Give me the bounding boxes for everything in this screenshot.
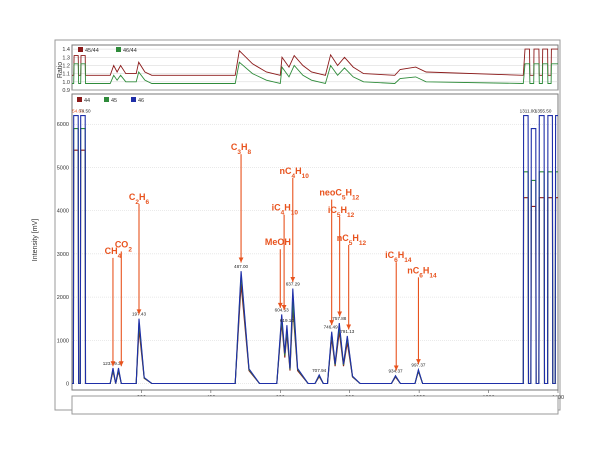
intensity-legend: 44 45 46: [77, 97, 144, 104]
ratio-legend-swatch: [78, 47, 83, 52]
compound-label: C2H6: [129, 192, 150, 206]
intensity-y-tick-label: 1000: [57, 338, 69, 344]
intensity-y-tick-label: 0: [66, 382, 69, 388]
peak-data-label: 707.94: [312, 368, 326, 373]
intensity-y-tick-label: 5000: [57, 165, 69, 171]
intensity-y-tick-label: 3000: [57, 252, 69, 258]
annotation-arrow-head: [337, 311, 343, 317]
annotation-arrow-head: [277, 302, 283, 308]
ratio-y-tick-label: 0.9: [62, 88, 70, 94]
intensity-y-tick-label: 2000: [57, 295, 69, 301]
compound-label: iC6H14: [385, 250, 412, 264]
peak-data-label: 604.53: [275, 307, 289, 312]
compound-annotation: iC6H14: [385, 250, 412, 371]
intensity-legend-swatch: [104, 97, 109, 102]
compound-annotation: MeOH: [265, 237, 291, 308]
ratio-y-tick-label: 1.0: [62, 80, 70, 86]
ratio-panel: Ratio 1.4 1.3 1.2 1.1 1.0 0.9 45/44 46/44: [57, 44, 559, 94]
ratio-y-ticks: 1.4 1.3 1.2 1.1 1.0 0.9: [62, 47, 558, 94]
annotation-arrow-head: [118, 361, 124, 367]
ratio-legend-swatch: [116, 47, 121, 52]
peak-data-label: 487.00: [234, 264, 248, 269]
annotation-arrow-head: [416, 359, 421, 365]
ratio-y-tick-label: 1.4: [62, 47, 70, 53]
compound-label: CO2: [115, 239, 132, 253]
compound-label: CH4: [105, 246, 122, 260]
ratio-series-group: [72, 48, 558, 85]
compound-label: iC4H10: [272, 203, 299, 217]
ratio-legend-label: 46/44: [123, 48, 137, 54]
annotation-arrow-head: [238, 257, 244, 263]
peak-data-label: 746.49: [324, 325, 338, 330]
annotation-arrow-head: [281, 305, 287, 311]
intensity-legend-label: 44: [84, 98, 90, 104]
compound-annotation: nC6H14: [407, 265, 437, 365]
intensity-series-line: [72, 115, 558, 385]
ratio-axis-label: Ratio: [57, 62, 64, 78]
ratio-y-tick-label: 1.2: [62, 63, 70, 69]
compound-annotation: iC4H10: [272, 203, 299, 311]
compound-annotation: neoC5H12: [319, 188, 360, 326]
intensity-legend-label: 45: [111, 98, 117, 104]
compound-annotation: C3H8: [231, 142, 252, 263]
annotation-arrow-head: [346, 324, 352, 330]
intensity-axis-label: Intensity [mV]: [32, 219, 39, 261]
annotation-arrow-head: [329, 320, 335, 326]
intensity-y-tick-label: 6000: [57, 122, 69, 128]
ratio-legend: 45/44 46/44: [78, 47, 137, 54]
annotation-arrow-head: [393, 365, 399, 371]
intensity-series-group: [72, 115, 558, 385]
peak-data-label: 1311.00: [520, 109, 537, 114]
ratio-legend-label: 45/44: [85, 48, 99, 54]
compound-label: nC6H14: [407, 265, 437, 279]
ratio-y-tick-label: 1.1: [62, 72, 70, 78]
annotation-arrow-head: [290, 276, 296, 282]
peak-data-label: 757.88: [332, 316, 346, 321]
compound-label: nC5H12: [337, 233, 367, 247]
annotation-arrow-head: [110, 361, 116, 367]
compound-annotation: CH4: [105, 246, 122, 367]
intensity-y-tick-label: 4000: [57, 209, 69, 215]
compound-annotation: C2H6: [129, 192, 150, 315]
lower-panel-strip: [71, 395, 559, 415]
peak-data-label: 74.50: [79, 109, 91, 114]
compound-annotation: nC5H12: [337, 233, 367, 330]
peak-data-label: 934.37: [389, 369, 403, 374]
intensity-plot-area: [71, 93, 559, 391]
peak-data-label: 791.13: [340, 329, 354, 334]
compound-annotation: iC5H12: [328, 205, 355, 317]
peak-data-label: 54.63: [72, 109, 84, 114]
ratio-series-line: [72, 61, 558, 85]
compound-label: iC5H12: [328, 205, 355, 219]
intensity-legend-swatch: [77, 97, 82, 102]
compound-label: nC4H10: [279, 166, 309, 180]
compound-label: MeOH: [265, 237, 291, 247]
ratio-y-tick-label: 1.3: [62, 55, 70, 61]
peak-data-label: 637.29: [286, 281, 300, 286]
compound-annotation: CO2: [115, 239, 132, 367]
intensity-legend-label: 46: [138, 98, 144, 104]
ratio-series-line: [72, 48, 558, 76]
intensity-legend-swatch: [131, 97, 136, 102]
peak-data-label: 619.10: [280, 318, 294, 323]
peak-data-label: 997.37: [411, 363, 425, 368]
compound-label: neoC5H12: [319, 188, 359, 202]
peak-data-label: 1355.50: [535, 109, 552, 114]
compound-label: C3H8: [231, 142, 252, 156]
compound-annotation: nC4H10: [279, 166, 309, 282]
annotation-arrow-head: [136, 309, 142, 315]
